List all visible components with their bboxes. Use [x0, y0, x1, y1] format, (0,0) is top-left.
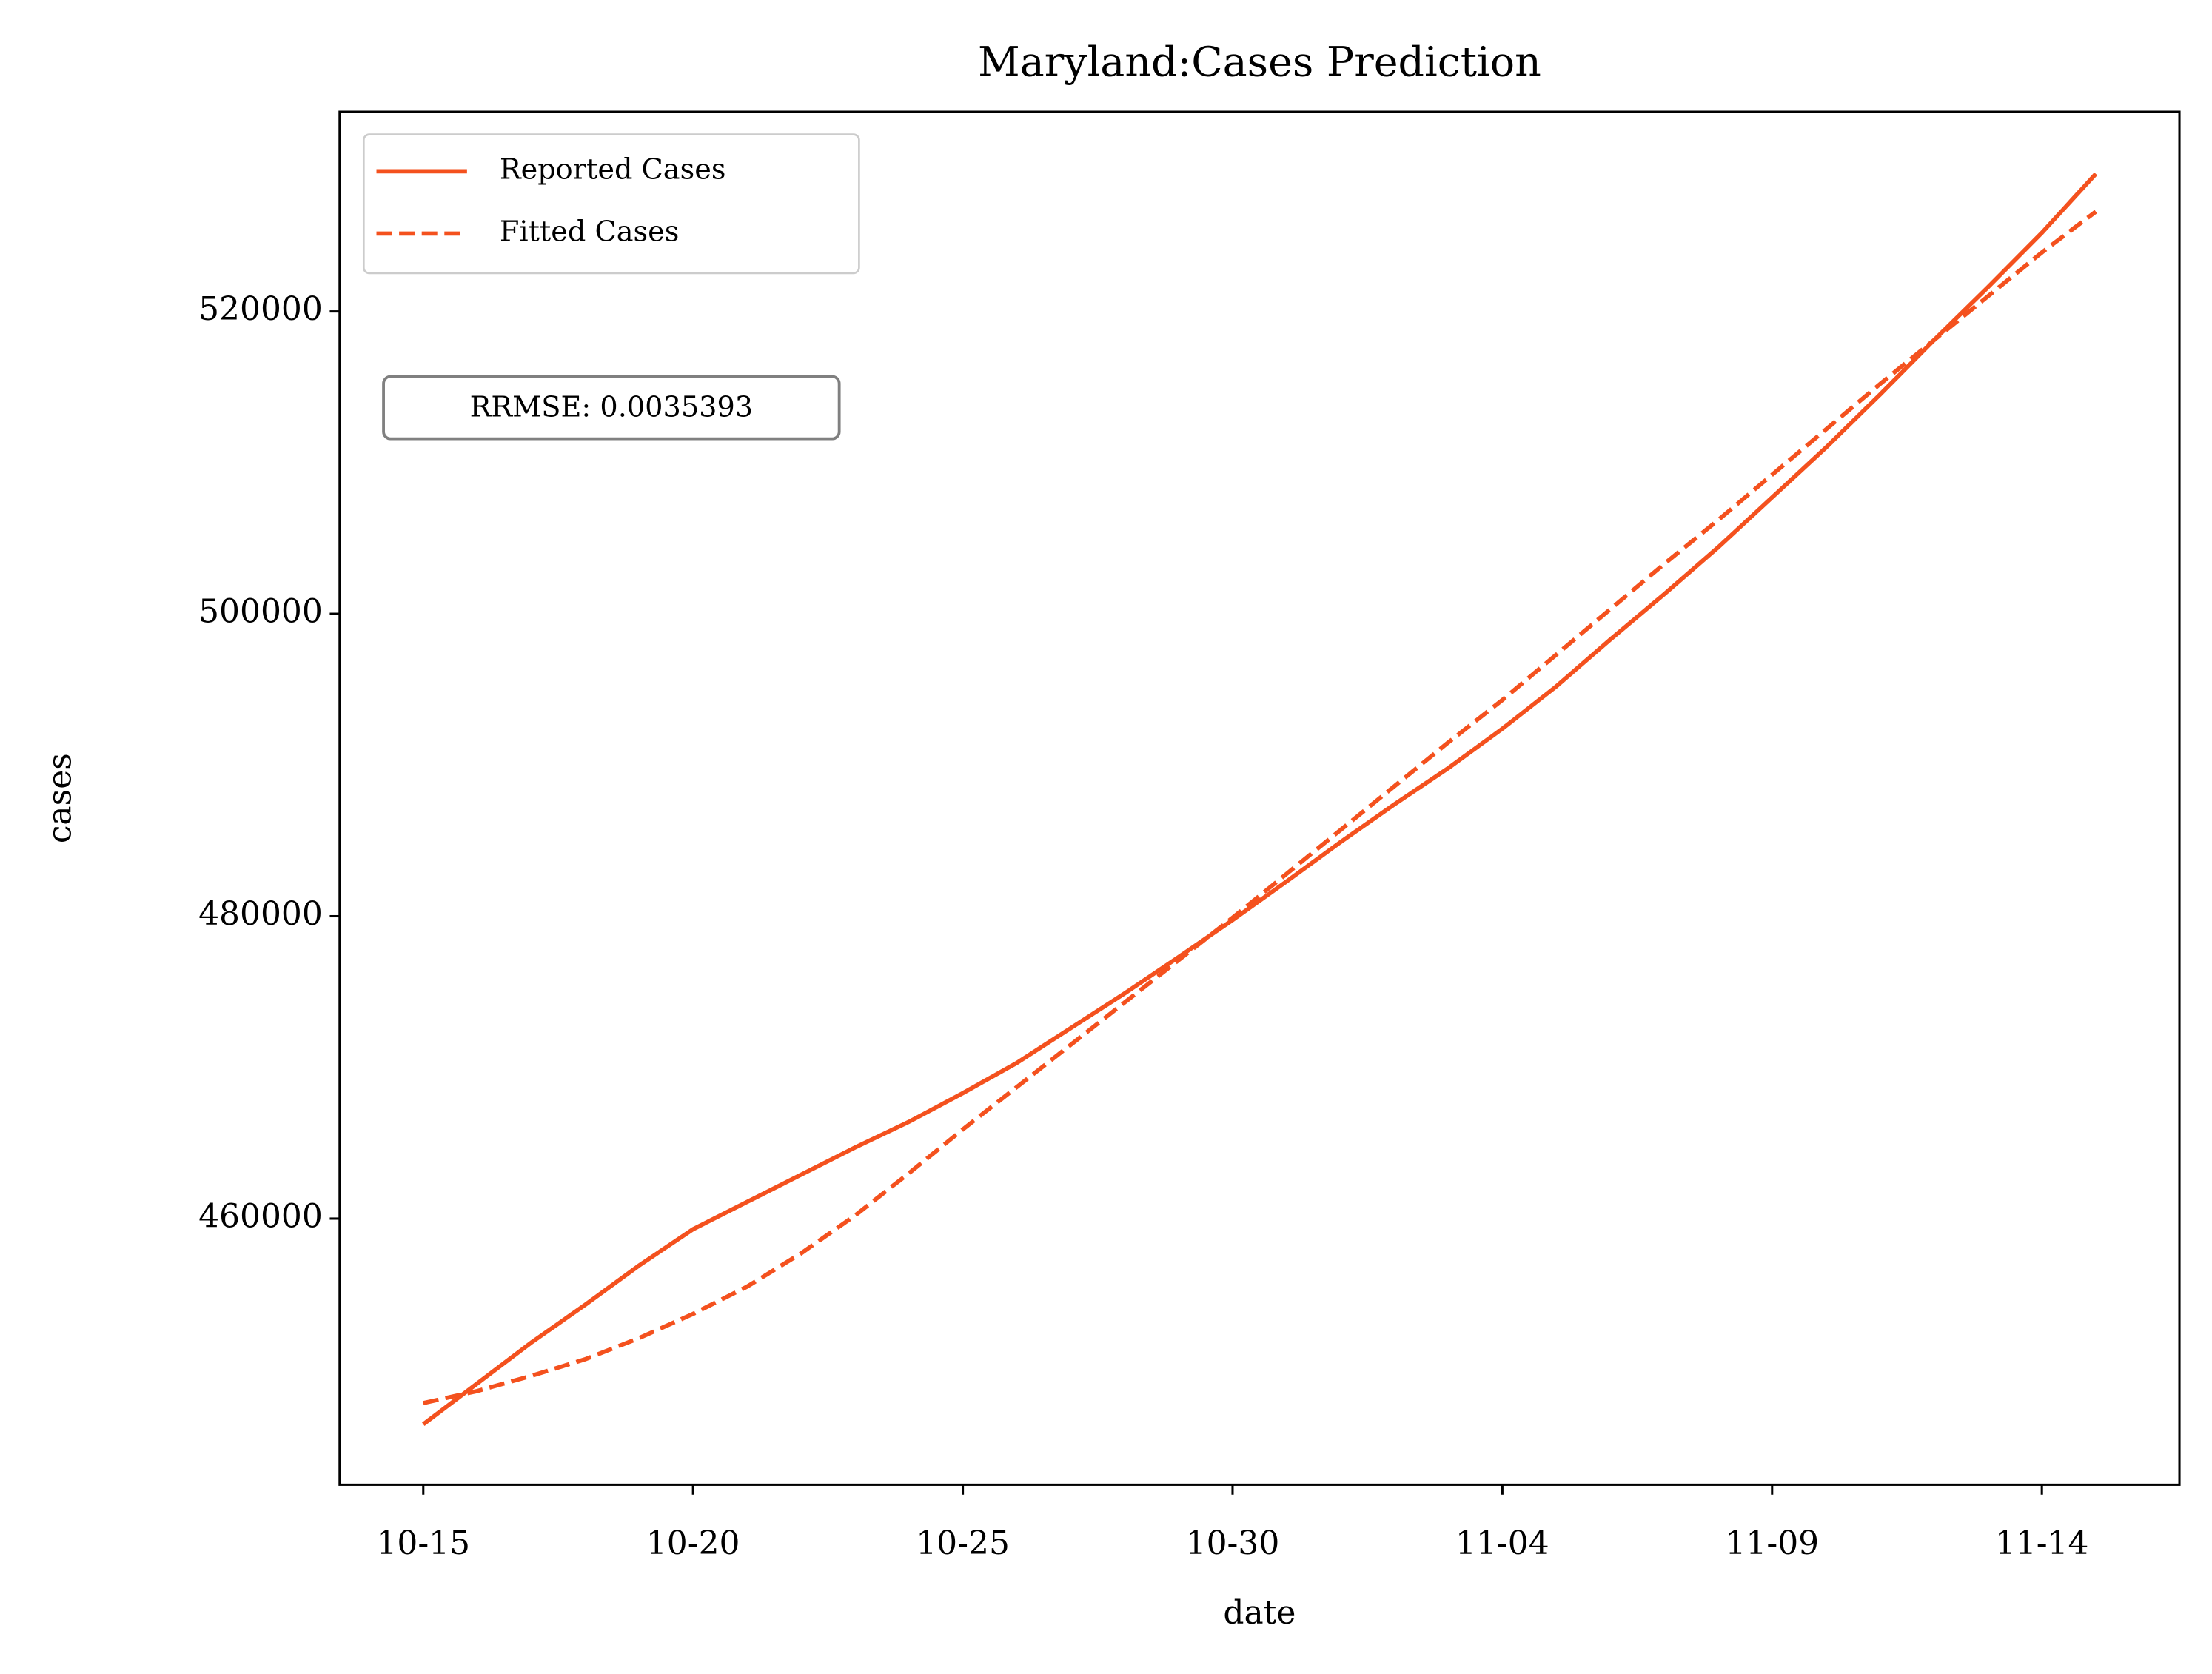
y-tick-label: 500000 — [198, 593, 323, 631]
chart-title: Maryland:Cases Prediction — [978, 38, 1541, 86]
y-tick-label: 520000 — [198, 290, 323, 328]
legend-label: Fitted Cases — [500, 215, 680, 248]
annotation: RRMSE: 0.0035393 — [470, 391, 753, 423]
legend-box — [362, 133, 860, 275]
x-tick-label: 11-09 — [1725, 1524, 1819, 1562]
legend-label: Reported Cases — [500, 153, 726, 186]
x-tick-label: 10-25 — [916, 1524, 1010, 1562]
plot-frame — [338, 110, 2181, 1486]
series-line — [423, 210, 2097, 1405]
y-tick-label: 460000 — [198, 1197, 323, 1235]
x-tick-label: 10-30 — [1186, 1524, 1280, 1562]
x-tick-label: 10-15 — [376, 1524, 470, 1562]
series-line — [422, 172, 2098, 1426]
annotation-box — [382, 375, 841, 441]
x-axis-label: date — [1223, 1594, 1296, 1632]
y-axis-label: cases — [41, 753, 79, 843]
x-tick-label: 10-20 — [646, 1524, 740, 1562]
y-tick-label: 480000 — [198, 895, 323, 933]
x-tick-label: 11-04 — [1455, 1524, 1549, 1562]
x-tick-label: 11-14 — [1995, 1524, 2089, 1562]
